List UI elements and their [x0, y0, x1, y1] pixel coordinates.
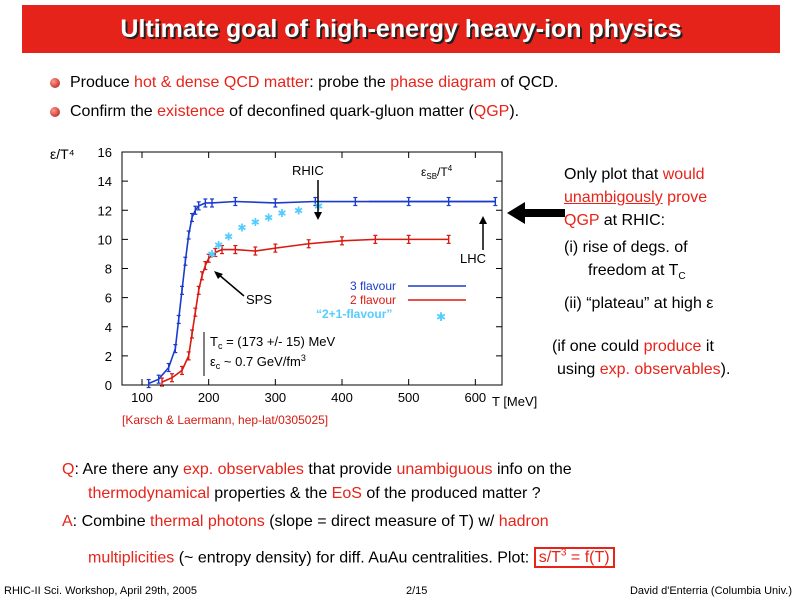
answer-line-1: A: Combine thermal photons (slope = dire…: [62, 513, 549, 530]
y-tick-label: 4: [105, 320, 112, 335]
sb-limit-label: εSB/T4: [421, 164, 453, 181]
data-point-star: ✱: [207, 249, 216, 261]
bullet-dot-icon: [50, 77, 60, 88]
y-tick-label: 8: [105, 262, 112, 277]
slide-title: Ultimate goal of high-energy heavy-ion p…: [120, 14, 682, 43]
rhic-label: RHIC: [292, 163, 324, 178]
x-tick-label: 200: [198, 390, 220, 405]
series-group: ✱✱✱✱✱✱✱✱✱: [146, 196, 498, 389]
sps-label: SPS: [246, 292, 272, 307]
legend-3flavour: 3 flavour: [350, 279, 396, 293]
answer-line-2: multiplicities (~ entropy density) for d…: [62, 542, 615, 570]
y-tick-label: 2: [105, 349, 112, 364]
right-line-3: QGP at RHIC:: [564, 212, 666, 229]
right-item-1: (i) rise of degs. of: [564, 239, 688, 256]
data-point-star: ✱: [277, 208, 286, 220]
pointer-arrow-icon: [507, 202, 565, 224]
title-bar: Ultimate goal of high-energy heavy-ion p…: [22, 5, 780, 53]
y-tick-label: 16: [98, 145, 112, 160]
bullet-text: Produce hot & dense QCD matter: probe th…: [70, 74, 559, 91]
plot-frame: [121, 151, 503, 386]
data-point-star: ✱: [237, 223, 246, 235]
legend-2flavour: 2 flavour: [350, 293, 396, 307]
footer-right: David d'Enterria (Columbia Univ.): [629, 585, 792, 597]
right-item-2: (ii) “plateau” at high ε: [564, 295, 714, 313]
sps-arrow: [217, 273, 245, 297]
question-line-2: thermodynamical properties & the EoS of …: [88, 485, 541, 502]
y-axis-label: ε/T⁴: [50, 146, 75, 162]
legend-21flavour: “2+1-flavour”: [316, 307, 392, 321]
x-tick-label: 100: [131, 390, 153, 405]
data-point-star: ✱: [264, 213, 273, 225]
x-tick-label: 600: [464, 390, 486, 405]
legend-21flavour-marker-icon: ✱: [436, 310, 446, 324]
sps-arrowhead-icon: [214, 271, 223, 279]
right-line-2: unambigously prove: [564, 189, 708, 206]
bullet-dot-icon: [50, 106, 60, 117]
bullet-list: Produce hot & dense QCD matter: probe th…: [50, 68, 558, 126]
question-line-1: Q: Are there any exp. observables that p…: [62, 461, 572, 478]
right-commentary: Only plot that would unambigously prove …: [564, 163, 713, 315]
y-tick-label: 0: [105, 378, 112, 393]
plot-formula-box: s/T3 = f(T): [533, 547, 615, 569]
data-point-star: ✱: [214, 240, 223, 252]
y-tick-label: 10: [98, 232, 112, 247]
data-point-star: ✱: [294, 205, 303, 217]
y-tick-label: 12: [98, 203, 112, 218]
data-point-star: ✱: [251, 217, 260, 229]
reference-citation: [Karsch & Laermann, hep-lat/0305025]: [122, 413, 329, 427]
right-line-1: Only plot that would: [564, 166, 705, 183]
data-point-star: ✱: [224, 231, 233, 243]
x-axis-label: T [MeV]: [492, 394, 537, 409]
right-item-1b: freedom at TC: [588, 262, 686, 283]
y-tick-label: 14: [98, 174, 112, 189]
x-tick-label: 400: [331, 390, 353, 405]
footer-page-number: 2/15: [406, 585, 428, 597]
footer-left: RHIC-II Sci. Workshop, April 29th, 2005: [4, 585, 197, 597]
x-tick-label: 300: [264, 390, 286, 405]
rhic-arrowhead-icon: [314, 212, 322, 220]
bullet-item: Confirm the existence of deconfined quar…: [50, 97, 558, 126]
lhc-arrowhead-icon: [479, 216, 487, 224]
y-tick-label: 6: [105, 291, 112, 306]
paren-note: (if one could produce it using exp. obse…: [552, 338, 731, 378]
bullet-item: Produce hot & dense QCD matter: probe th…: [50, 68, 558, 97]
bullet-text: Confirm the existence of deconfined quar…: [70, 103, 520, 120]
question-answer: Q: Are there any exp. observables that p…: [62, 458, 615, 570]
tc-annotation: Tc = (173 +/- 15) MeV: [210, 334, 336, 351]
axis-ticks: 100 200 300 400 500 600 0 2 4 6 8 10 12 14 16: [98, 145, 502, 405]
ec-annotation: εc ~ 0.7 GeV/fm3: [210, 353, 306, 371]
lhc-label: LHC: [460, 251, 486, 266]
x-tick-label: 500: [398, 390, 420, 405]
series-line: [148, 200, 496, 385]
legend: 3 flavour 2 flavour “2+1-flavour” ✱: [316, 279, 466, 324]
